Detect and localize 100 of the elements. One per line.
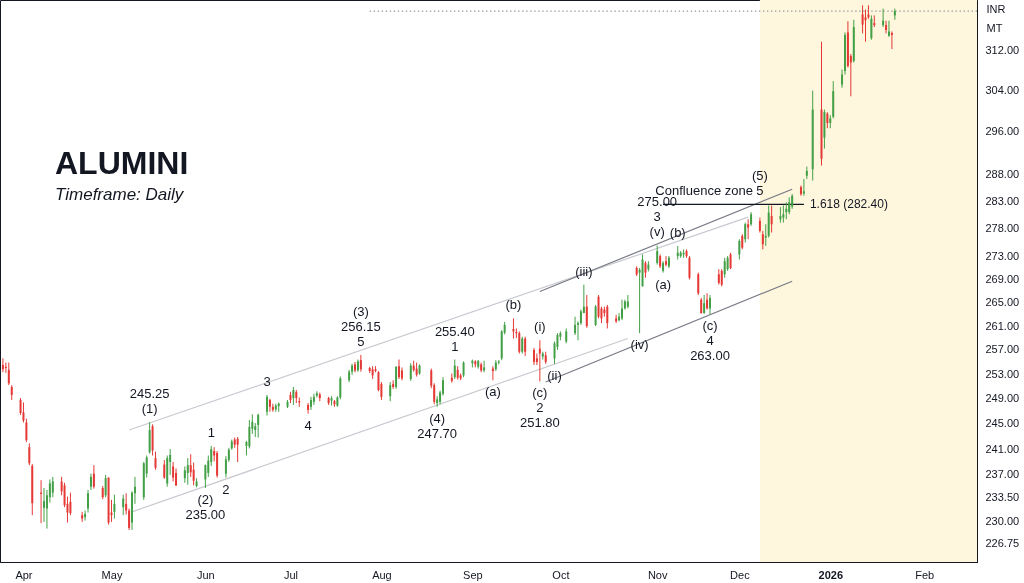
annotation: 263.00 [690, 348, 730, 364]
candlestick [310, 396, 312, 411]
y-tick-label: 237.00 [985, 468, 1020, 481]
candlestick [574, 316, 577, 336]
candlestick [665, 255, 667, 267]
y-tick-label: 233.50 [985, 491, 1020, 504]
annotation: 255.40 [434, 323, 475, 339]
annotation: 1 [451, 338, 459, 354]
candlestick [257, 413, 260, 439]
candlestick [723, 257, 726, 279]
annotation: (ii) [547, 367, 562, 383]
candlestick [453, 359, 456, 380]
y-tick-label: 296.00 [985, 125, 1020, 138]
text: Timeframe: Daily [55, 185, 185, 204]
candlestick [738, 238, 741, 261]
candlestick [597, 294, 600, 319]
candlestick [767, 205, 770, 239]
x-tick-label: Sep [463, 568, 483, 581]
annotation: (iii) [575, 263, 593, 279]
y-tick-label: 226.75 [985, 536, 1020, 549]
candlestick [122, 494, 125, 516]
x-tick-label: Aug [372, 568, 392, 581]
x-tick-label: Feb [915, 568, 935, 581]
x-tick-label: Jul [283, 568, 298, 581]
candlestick [271, 403, 274, 413]
candlestick [594, 304, 597, 327]
candlestick [524, 336, 527, 357]
candlestick [706, 292, 709, 311]
candlestick [389, 381, 392, 402]
annotation: 5 [756, 183, 764, 199]
annotation: 256.15 [340, 319, 381, 335]
y-tick-label: 261.00 [985, 319, 1020, 332]
annotation: (i) [534, 319, 546, 335]
y-tick-label: 265.00 [985, 296, 1020, 309]
annotation: 245.25 [129, 386, 170, 402]
candlestick [268, 398, 271, 413]
annotation: 251.80 [519, 415, 560, 431]
y-tick-label: 312.00 [985, 44, 1020, 57]
candlestick [585, 294, 588, 329]
x-tick-label: Oct [552, 568, 570, 581]
y-tick-label: 241.00 [985, 442, 1020, 455]
candlestick [307, 402, 310, 415]
y-tick-label: 273.00 [985, 250, 1020, 263]
y-tick-label: 253.00 [985, 367, 1020, 380]
annotation: (4) [429, 410, 446, 426]
candlestick [216, 450, 219, 479]
y-tick-label: 257.00 [985, 343, 1020, 356]
candlestick [864, 9, 867, 43]
candlestick [770, 205, 773, 234]
annotation: (2) [197, 492, 214, 508]
candlestick [22, 401, 25, 423]
annotation: (c) [532, 385, 548, 401]
annotation: 4 [706, 333, 714, 349]
candlestick [744, 222, 747, 244]
annotation: (a) [655, 276, 672, 292]
candlestick [28, 442, 31, 466]
candlestick [688, 255, 691, 280]
annotation: (iv) [630, 337, 649, 353]
annotation: 5 [357, 334, 365, 350]
annotation: (3) [352, 304, 369, 320]
annotation: (a) [484, 384, 501, 400]
annotation: 235.00 [185, 507, 226, 523]
x-tick-label: Dec [730, 568, 751, 581]
x-tick-label: May [101, 568, 123, 581]
x-tick-label: 2026 [818, 568, 844, 581]
candlestick [483, 360, 486, 373]
y-tick-label: 269.00 [985, 272, 1020, 285]
annotation: (1) [141, 401, 158, 417]
candlestick [154, 451, 157, 471]
annotation: 2 [536, 400, 544, 416]
candlestick [192, 462, 195, 486]
candlestick [703, 294, 706, 315]
y-axis-title: INR MT [986, 2, 1006, 34]
candlestick [615, 314, 618, 324]
candlestick [312, 393, 315, 406]
candlestick [606, 304, 609, 329]
text: ALUMINI [55, 145, 189, 181]
candlestick [656, 244, 659, 266]
y-tick-label: 230.00 [985, 514, 1020, 527]
y-tick-label: 283.00 [985, 194, 1020, 207]
x-tick-label: Nov [647, 568, 668, 581]
candlestick [25, 418, 28, 443]
candlestick [392, 379, 395, 390]
x-tick-label: Apr [15, 568, 33, 581]
annotation: (c) [702, 318, 718, 334]
annotation: 247.70 [417, 425, 458, 441]
annotation: (b) [669, 224, 686, 240]
candlestick [163, 459, 166, 480]
y-tick-label: 278.00 [985, 222, 1020, 235]
annotation: 3 [653, 209, 661, 225]
y-tick-label: 304.00 [985, 84, 1020, 97]
x-tick-label: Jun [197, 568, 215, 581]
annotation: (5) [751, 168, 768, 184]
y-tick-label: 245.00 [985, 417, 1020, 430]
candlestick [538, 339, 541, 382]
candlestick [532, 347, 535, 366]
candlestick [113, 494, 116, 520]
annotation: 2 [222, 481, 230, 497]
annotation: (v) [649, 224, 665, 240]
y-tick-label: 249.00 [985, 392, 1020, 405]
